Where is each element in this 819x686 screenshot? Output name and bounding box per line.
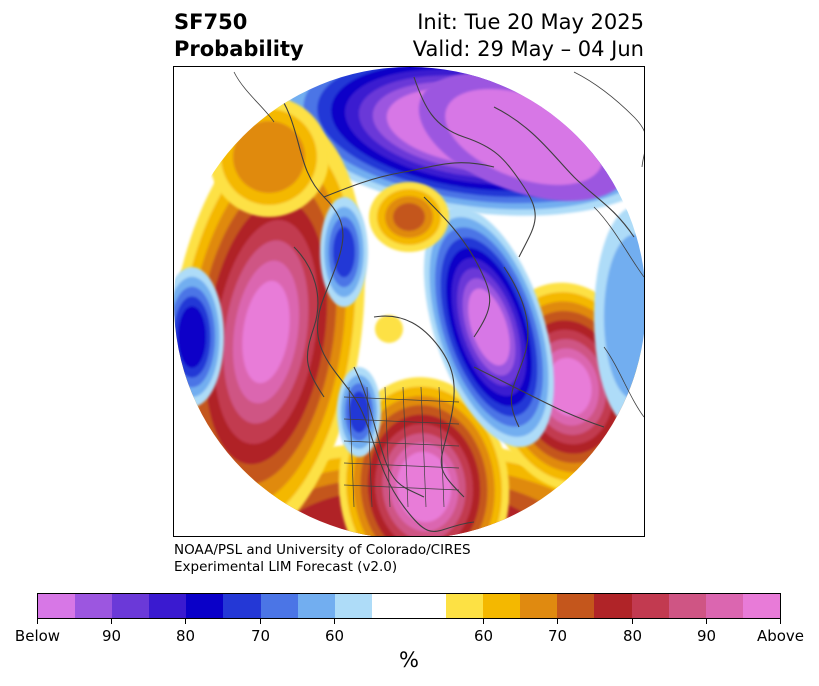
colorbar-swatch <box>742 594 780 618</box>
colorbar-swatch <box>408 594 447 618</box>
field-contour <box>393 203 425 231</box>
field-contour <box>471 105 577 169</box>
colorbar-swatch <box>112 594 150 618</box>
outer-land-lines <box>233 71 644 418</box>
coastline-path <box>473 366 605 428</box>
colorbar-label: 90 <box>101 627 122 645</box>
colorbar-tick <box>483 618 484 624</box>
probability-field <box>174 67 644 536</box>
colorbar-label: Below <box>14 627 61 645</box>
border-line <box>343 440 460 447</box>
map-title-left: SF750 Probability <box>174 9 304 63</box>
field-anomaly <box>418 73 630 201</box>
credit-text: NOAA/PSL and University of Colorado/CIRE… <box>174 542 471 576</box>
colorbar-swatch <box>371 594 409 618</box>
colorbar-tick <box>260 618 261 624</box>
colorbar-swatch <box>631 594 669 618</box>
colorbar-swatch <box>297 594 335 618</box>
land-outline <box>573 71 644 168</box>
colorbar-tick <box>111 618 112 624</box>
variable-name: SF750 <box>174 10 248 34</box>
colorbar-swatch <box>705 594 743 618</box>
colorbar-tick <box>706 618 707 624</box>
colorbar-tick <box>334 618 335 624</box>
field-anomaly <box>174 118 365 536</box>
border-line <box>343 484 460 491</box>
colorbar-swatch <box>260 594 298 618</box>
colorbar-tick <box>185 618 186 624</box>
coastlines <box>273 76 635 532</box>
valid-period: Valid: 29 May – 04 Jun <box>412 37 644 61</box>
border-line <box>402 386 409 508</box>
colorbar-swatch <box>38 594 76 618</box>
credit-line-1: NOAA/PSL and University of Colorado/CIRE… <box>174 542 471 558</box>
map-title-right: Init: Tue 20 May 2025 Valid: 29 May – 04… <box>413 9 644 63</box>
colorbar-swatch <box>483 594 521 618</box>
colorbar-label: 60 <box>324 627 345 645</box>
coastline-path <box>373 315 465 498</box>
colorbar-swatch <box>446 594 484 618</box>
coastline-path <box>273 86 475 532</box>
colorbar-label: Above <box>756 627 805 645</box>
variable-type: Probability <box>174 37 304 61</box>
colorbar-label: 90 <box>696 627 717 645</box>
border-line <box>343 418 460 425</box>
coastline-path <box>293 246 325 398</box>
border-line <box>343 396 460 403</box>
field-contour <box>396 451 452 523</box>
field-contour <box>604 234 644 400</box>
colorbar-swatch <box>520 594 558 618</box>
field-anomaly <box>337 367 381 457</box>
colorbar-tick <box>557 618 558 624</box>
land-outline <box>593 206 644 278</box>
coastline-path <box>493 106 635 238</box>
field-contour <box>177 306 207 368</box>
field-anomaly <box>369 182 449 252</box>
field-contour <box>348 391 370 433</box>
probability-map-graphic <box>174 67 644 536</box>
border-line <box>343 462 460 469</box>
colorbar-swatch <box>75 594 113 618</box>
field-contour <box>332 226 356 278</box>
land-outline <box>603 346 644 418</box>
colorbar-swatch <box>557 594 595 618</box>
border-line <box>420 386 427 508</box>
coastline-path <box>503 266 529 428</box>
colorbar-swatch <box>334 594 372 618</box>
colorbar-tick <box>37 618 38 624</box>
colorbar <box>37 593 781 619</box>
field-contour <box>468 288 510 366</box>
forecast-map <box>173 66 645 537</box>
colorbar-swatch <box>186 594 224 618</box>
credit-line-2: Experimental LIM Forecast (v2.0) <box>174 559 398 575</box>
border-line <box>366 386 373 508</box>
coastline-path <box>413 76 536 258</box>
field-anomaly <box>594 207 644 427</box>
colorbar-tick <box>780 618 781 624</box>
colorbar-tick <box>632 618 633 624</box>
border-line <box>348 386 355 508</box>
colorbar-swatch <box>594 594 632 618</box>
colorbar-label: 80 <box>622 627 643 645</box>
coastline-path <box>323 162 495 198</box>
init-date: Init: Tue 20 May 2025 <box>417 10 644 34</box>
field-contour <box>242 280 290 384</box>
field-anomaly <box>375 315 403 343</box>
border-line <box>438 386 445 508</box>
colorbar-swatch <box>149 594 187 618</box>
colorbar-label: 70 <box>250 627 271 645</box>
coastline-path <box>423 196 491 338</box>
field-contour <box>375 315 403 343</box>
colorbar-label: 80 <box>175 627 196 645</box>
colorbar-unit: % <box>399 648 419 672</box>
land-outline <box>233 71 275 123</box>
colorbar-swatch <box>668 594 706 618</box>
field-anomaly <box>320 197 368 307</box>
field-contour <box>233 121 305 193</box>
colorbar-swatch <box>223 594 261 618</box>
field-contour <box>546 357 592 417</box>
colorbar-label: 60 <box>473 627 494 645</box>
field-anomaly <box>338 377 510 536</box>
colorbar-label: 70 <box>547 627 568 645</box>
